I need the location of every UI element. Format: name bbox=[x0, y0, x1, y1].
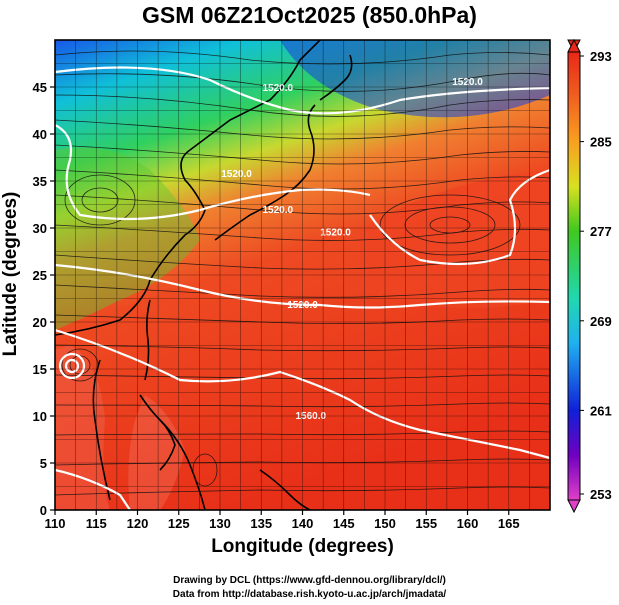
colorbar: 253 261 269 277 285 293 bbox=[567, 38, 612, 514]
x-tick-label: 155 bbox=[415, 516, 437, 531]
colorbar-tick-label: 261 bbox=[590, 403, 612, 418]
y-axis: 0 5 10 15 20 25 30 35 40 45 bbox=[33, 80, 55, 518]
x-tick-label: 130 bbox=[209, 516, 231, 531]
y-tick-label: 10 bbox=[33, 409, 47, 424]
x-axis-label: Longitude (degrees) bbox=[211, 536, 394, 557]
contour-label: 1520.0 bbox=[262, 205, 293, 216]
x-tick-label: 115 bbox=[86, 516, 107, 531]
y-tick-label: 0 bbox=[40, 503, 47, 518]
y-tick-label: 30 bbox=[33, 221, 47, 236]
contour-label: 1520.0 bbox=[320, 228, 351, 239]
x-tick-label: 160 bbox=[457, 516, 479, 531]
x-tick-label: 110 bbox=[45, 516, 66, 531]
y-tick-label: 20 bbox=[33, 315, 47, 330]
y-tick-label: 25 bbox=[33, 268, 47, 283]
contour-label: 1560.0 bbox=[295, 411, 326, 422]
credit-data-source: Data from http://database.rish.kyoto-u.a… bbox=[172, 589, 447, 600]
x-axis: 110 115 120 125 130 135 140 145 150 155 160 165 bbox=[45, 510, 520, 531]
x-tick-label: 140 bbox=[292, 516, 314, 531]
contour-label: 1520.0 bbox=[221, 169, 252, 180]
x-tick-label: 125 bbox=[168, 516, 190, 531]
colorbar-tick-label: 269 bbox=[590, 314, 612, 329]
colorbar-tick-label: 277 bbox=[590, 224, 612, 239]
y-tick-label: 45 bbox=[33, 80, 47, 95]
colorbar-tick-label: 253 bbox=[590, 487, 612, 502]
y-tick-label: 5 bbox=[40, 456, 47, 471]
credit-drawing: Drawing by DCL (https://www.gfd-dennou.o… bbox=[173, 575, 446, 586]
y-tick-label: 15 bbox=[33, 362, 47, 377]
colorbar-tick-label: 285 bbox=[590, 135, 612, 150]
y-tick-label: 35 bbox=[33, 174, 47, 189]
x-tick-label: 120 bbox=[127, 516, 149, 531]
x-tick-label: 135 bbox=[250, 516, 272, 531]
y-tick-label: 40 bbox=[33, 127, 47, 142]
chart-title: GSM 06Z21Oct2025 (850.0hPa) bbox=[142, 2, 477, 28]
x-tick-label: 150 bbox=[374, 516, 396, 531]
y-axis-label: Latitude (degrees) bbox=[0, 191, 21, 357]
height-contours bbox=[55, 66, 550, 510]
x-tick-label: 165 bbox=[498, 516, 520, 531]
gridlines bbox=[55, 40, 550, 510]
x-tick-label: 145 bbox=[333, 516, 355, 531]
contour-label: 1520.0 bbox=[262, 83, 293, 94]
colorbar-tick-label: 293 bbox=[590, 49, 612, 64]
